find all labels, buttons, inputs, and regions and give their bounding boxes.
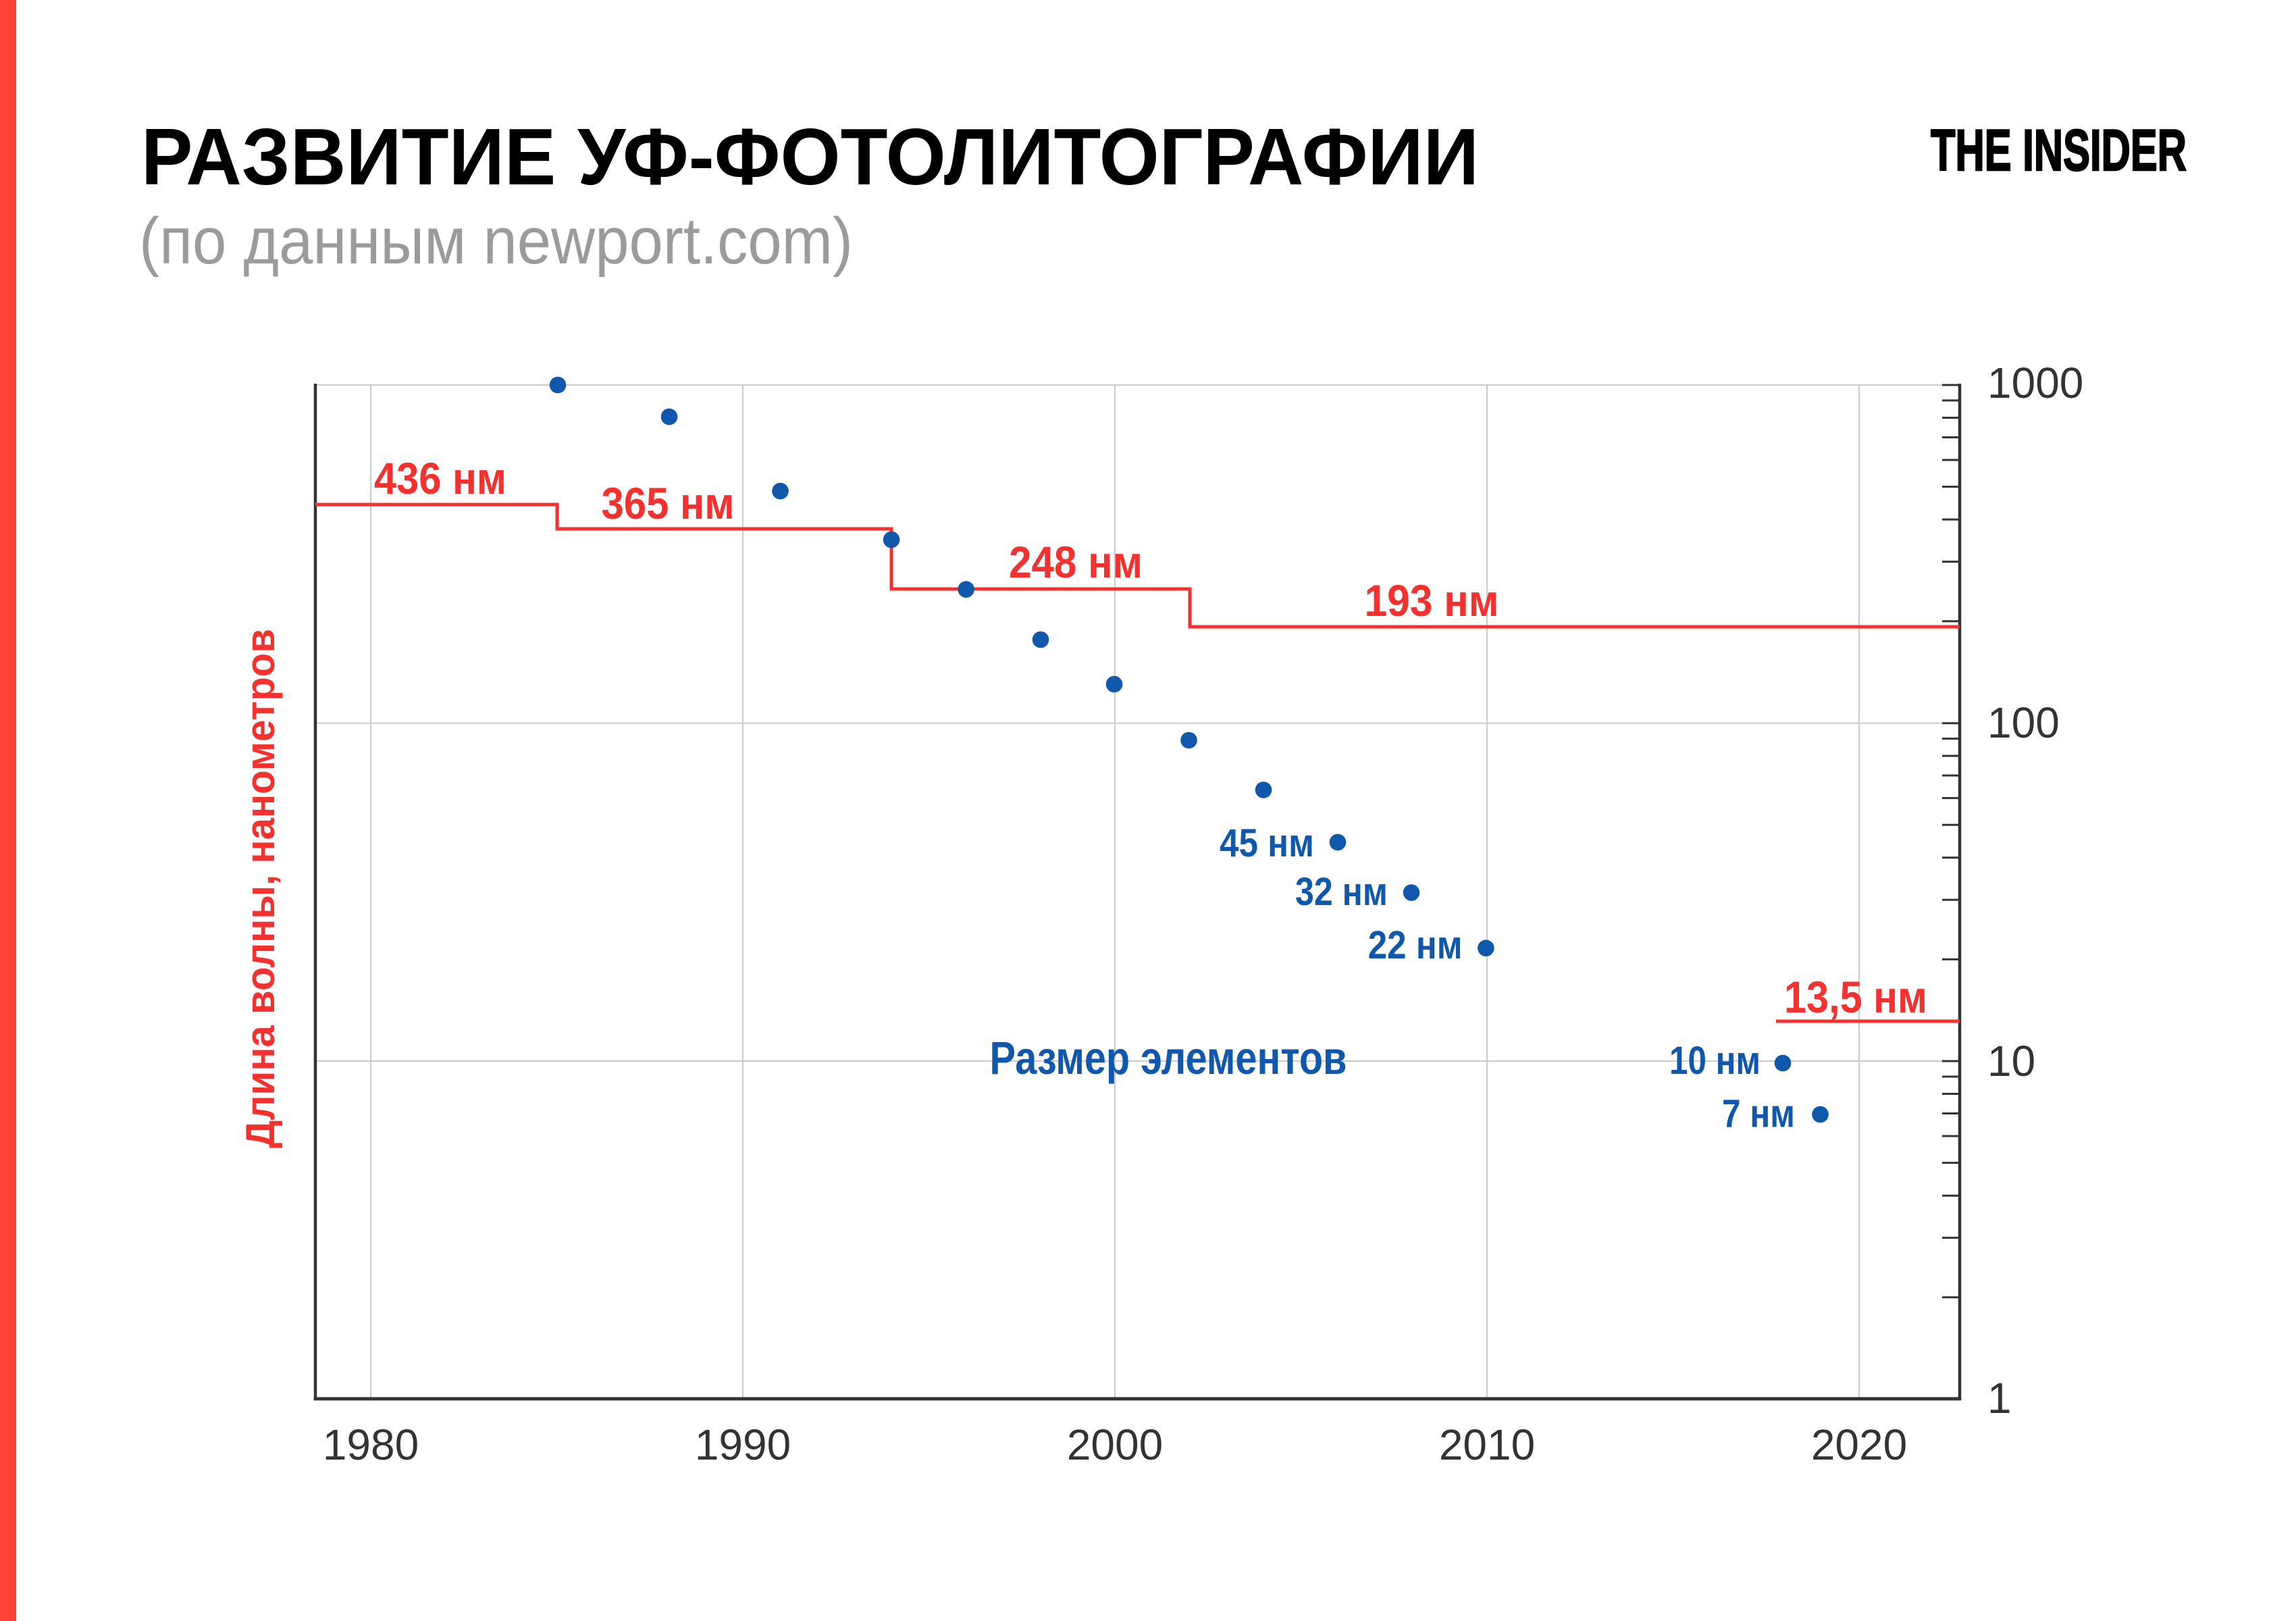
svg-text:2010: 2010 [1439,1420,1535,1469]
svg-text:7 нм: 7 нм [1722,1092,1795,1136]
svg-text:1980: 1980 [323,1420,419,1469]
svg-text:Длина волны, нанометров: Длина волны, нанометров [238,629,283,1148]
svg-text:10 нм: 10 нм [1669,1039,1760,1083]
svg-text:13,5 нм: 13,5 нм [1784,972,1927,1022]
svg-text:32 нм: 32 нм [1295,870,1388,914]
svg-text:(по данным newport.com): (по данным newport.com) [139,204,853,278]
svg-text:2020: 2020 [1811,1420,1907,1469]
svg-text:436 нм: 436 нм [374,453,506,503]
svg-text:45 нм: 45 нм [1220,821,1314,865]
svg-text:THE INSIDER: THE INSIDER [1931,118,2187,183]
svg-text:1990: 1990 [695,1420,791,1469]
svg-text:10: 10 [1987,1037,2035,1085]
svg-text:РАЗВИТИЕ УФ-ФОТОЛИТОГРАФИИ: РАЗВИТИЕ УФ-ФОТОЛИТОГРАФИИ [141,112,1479,202]
svg-text:1000: 1000 [1987,359,2083,407]
svg-text:100: 100 [1987,698,2060,747]
svg-text:248 нм: 248 нм [1009,537,1143,587]
svg-text:1: 1 [1987,1374,2012,1422]
svg-text:Размер элементов: Размер элементов [990,1032,1347,1084]
svg-text:22 нм: 22 нм [1368,923,1463,967]
svg-text:365 нм: 365 нм [602,478,735,528]
svg-text:2000: 2000 [1067,1420,1163,1469]
svg-text:193 нм: 193 нм [1365,575,1499,625]
